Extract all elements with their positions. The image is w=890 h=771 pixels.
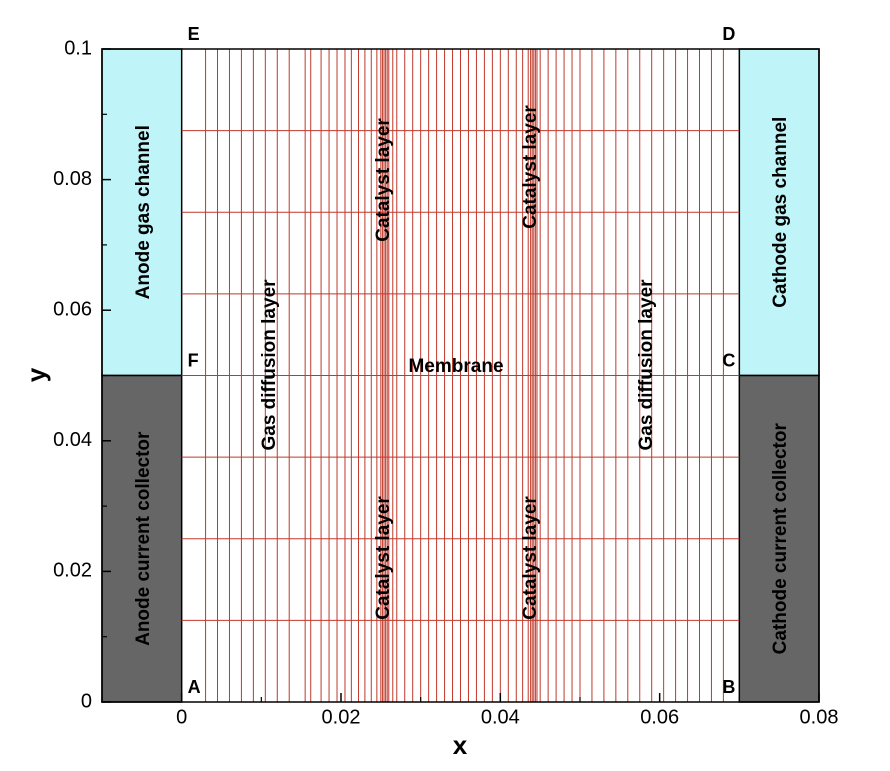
region-label: Cathode gas channel [770,117,791,308]
annotation: Membrane [408,356,503,377]
x-tick-label: 0.08 [800,706,839,728]
region [738,374,820,703]
x-tick-label: 0.02 [322,706,361,728]
region-label: Cathode current collector [770,423,791,655]
annotation: Catalyst layer [373,496,394,620]
point-label: D [722,24,735,44]
y-tick-label: 0 [81,690,92,712]
y-tick-label: 0.06 [53,298,92,320]
annotation: Gas diffusion layer [636,279,657,451]
region-label: Anode gas channel [133,125,154,299]
region [101,48,183,377]
point-label: F [188,350,199,370]
point-label: B [722,677,735,697]
point-label: A [188,677,201,697]
point-label: C [722,350,735,370]
x-tick-label: 0 [176,706,187,728]
x-tick-label: 0.06 [640,706,679,728]
y-tick-label: 0.1 [64,37,92,59]
y-tick-label: 0.08 [53,168,92,190]
annotation: Catalyst layer [520,496,541,620]
x-axis-title: x [453,730,468,760]
annotation: Catalyst layer [520,105,541,229]
plot-area: Anode gas channel Anode current collector… [53,24,838,729]
y-axis-title: y [21,367,51,382]
region-label: Anode current collector [133,431,154,646]
annotation: Gas diffusion layer [259,279,280,451]
y-tick-label: 0.04 [53,429,92,451]
region [738,48,820,377]
point-label: E [188,24,200,44]
annotation: Catalyst layer [373,118,394,242]
x-tick-label: 0.04 [481,706,520,728]
y-tick-label: 0.02 [53,560,92,582]
labels: Gas diffusion layer Catalyst layer Catal… [21,105,657,760]
